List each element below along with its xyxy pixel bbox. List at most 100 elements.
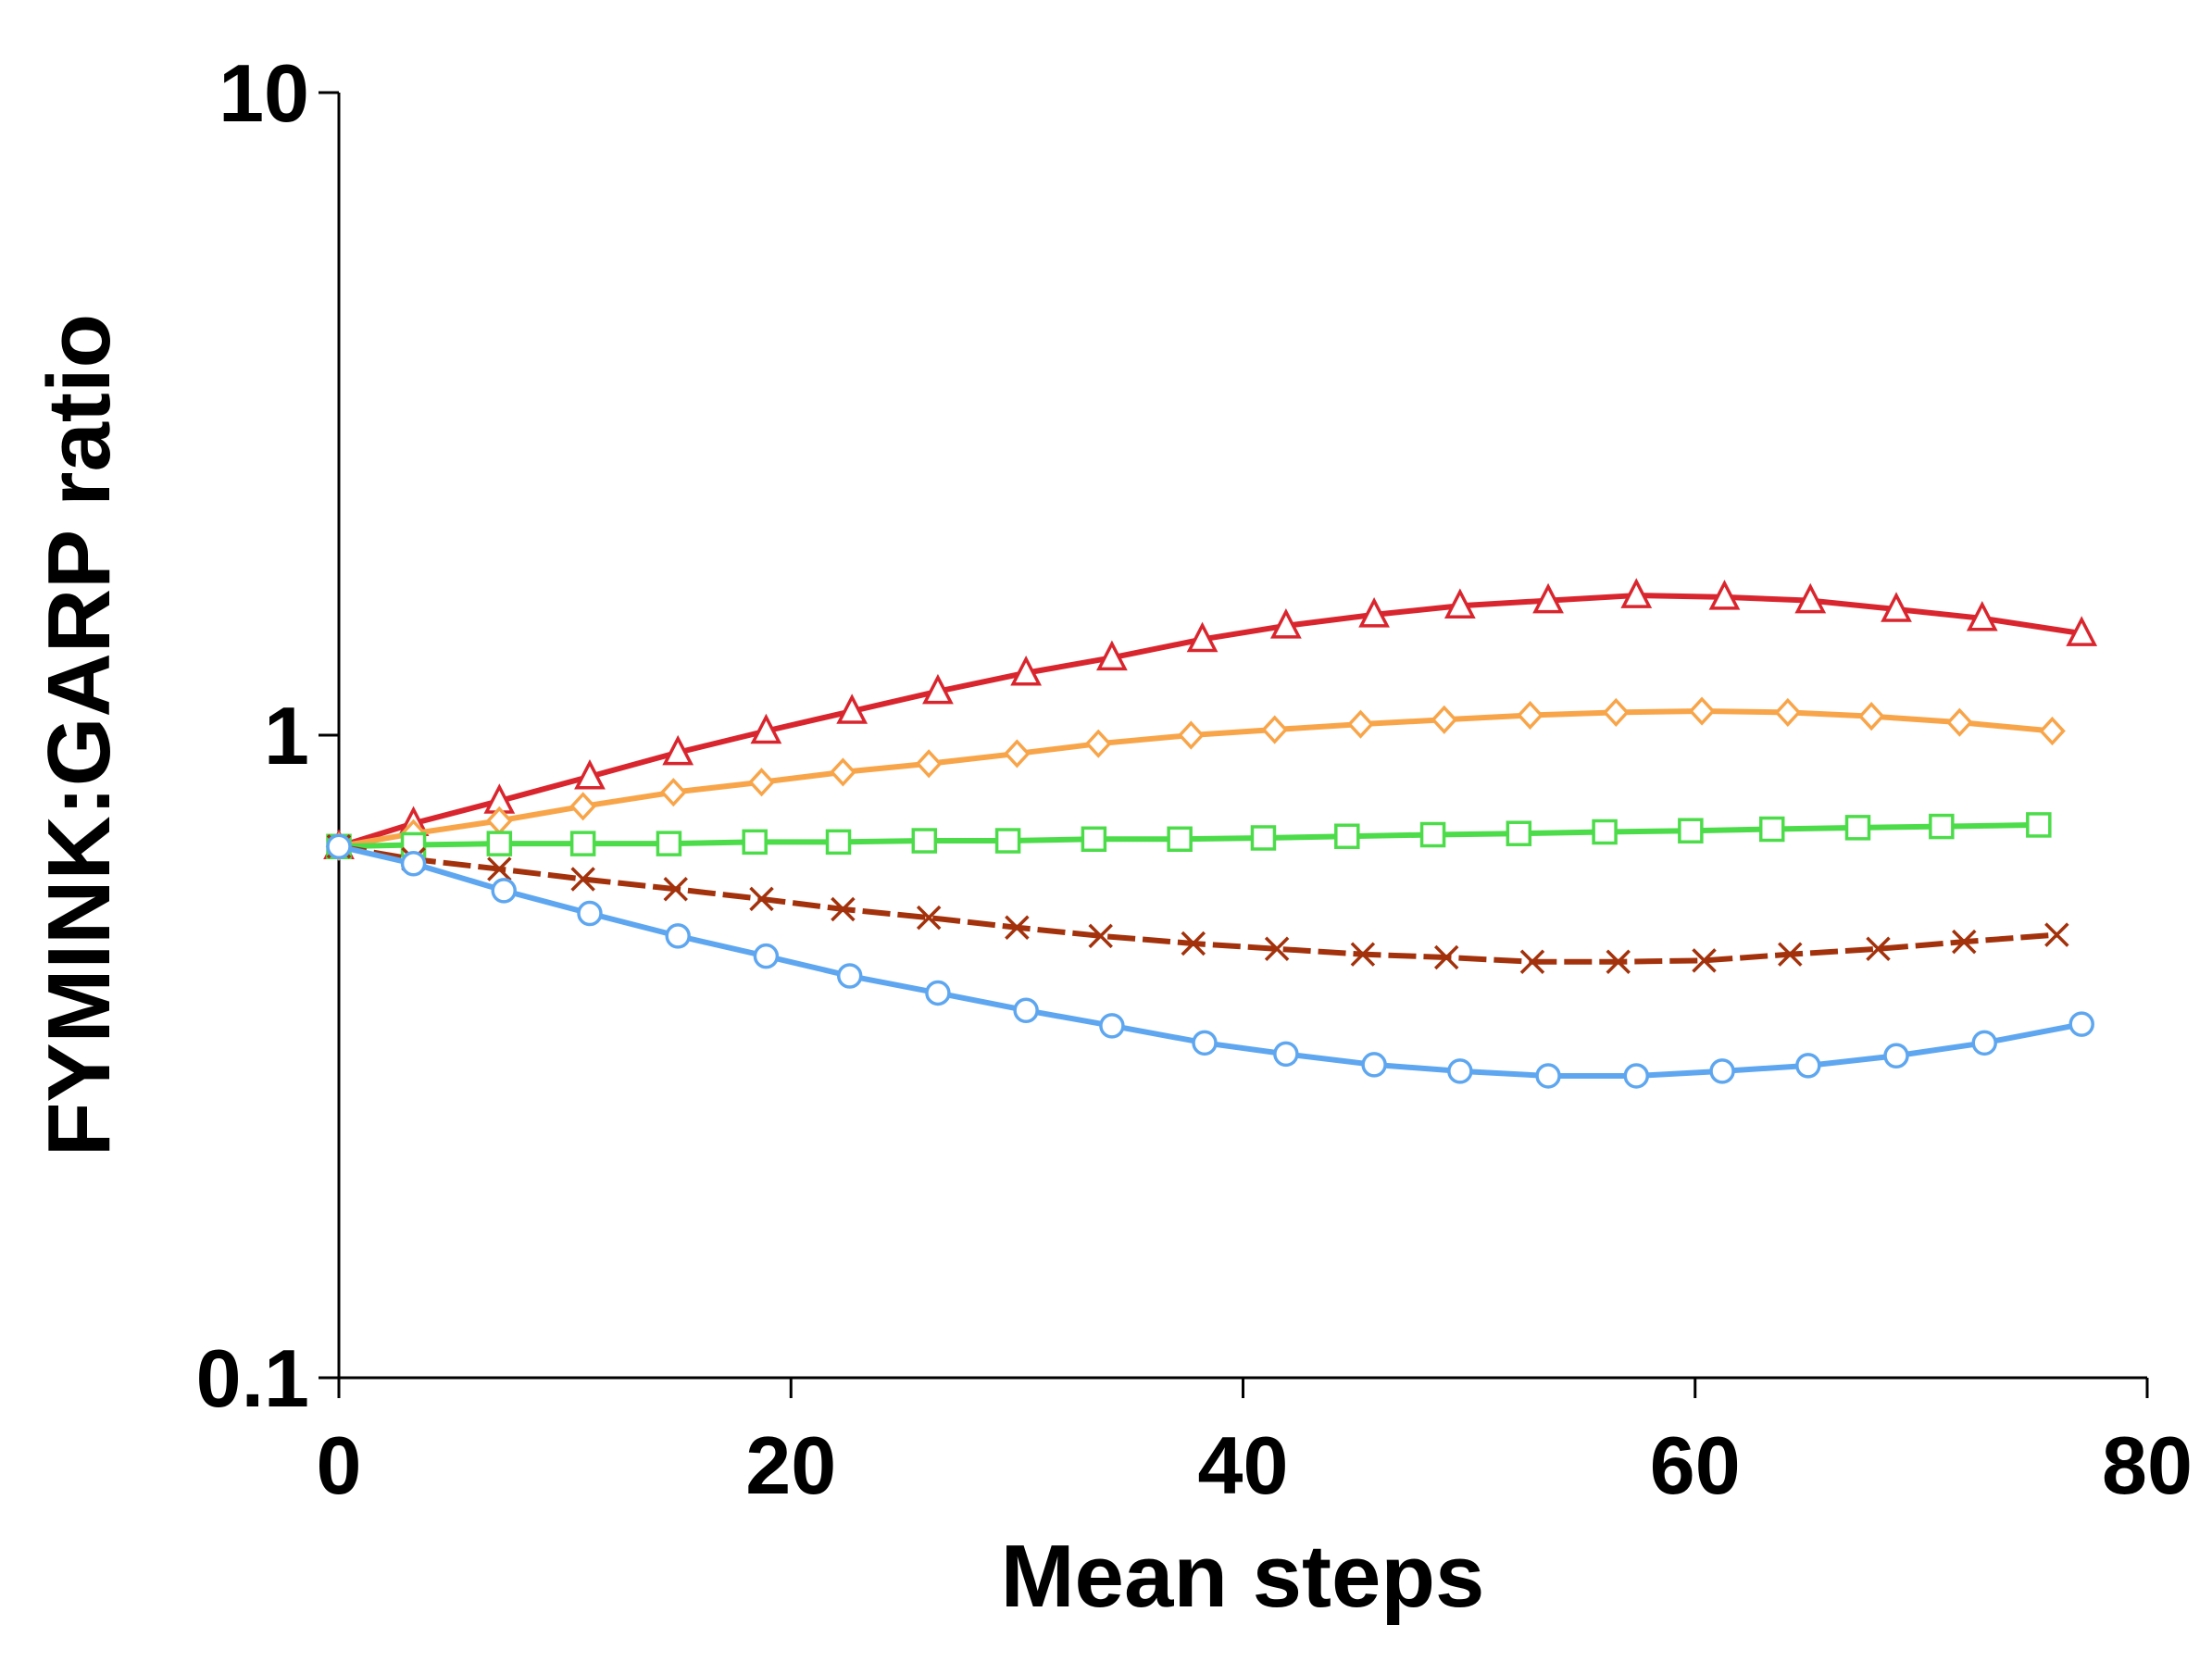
marker	[663, 877, 688, 902]
marker	[1005, 915, 1030, 940]
marker	[1517, 700, 1543, 731]
marker	[925, 980, 951, 1006]
marker	[750, 713, 782, 744]
marker	[1606, 949, 1631, 974]
marker	[753, 943, 780, 969]
y-axis-title: FYMINK:GARP ratio	[30, 314, 129, 1156]
marker	[1866, 936, 1891, 962]
marker	[749, 886, 774, 912]
marker	[400, 851, 427, 877]
marker	[825, 829, 852, 856]
marker	[1084, 729, 1112, 758]
marker	[574, 758, 606, 790]
marker	[1177, 720, 1205, 750]
series-line	[338, 593, 2082, 850]
marker	[742, 829, 768, 856]
y-tick-label: 1	[264, 690, 309, 781]
marker	[1844, 815, 1871, 841]
marker	[1081, 826, 1107, 853]
marker	[1883, 1043, 1909, 1069]
marker	[1186, 621, 1218, 653]
marker	[1692, 948, 1717, 973]
marker	[1778, 942, 1803, 967]
marker	[1419, 821, 1446, 848]
marker	[1261, 715, 1289, 744]
marker	[1013, 997, 1039, 1023]
marker	[577, 900, 603, 927]
marker	[1688, 696, 1716, 726]
marker	[1794, 582, 1827, 614]
x-axis-title: Mean steps	[1001, 1527, 1485, 1626]
marker	[1708, 580, 1741, 610]
marker	[1929, 813, 1955, 840]
marker	[1273, 1041, 1299, 1068]
marker	[1443, 588, 1476, 619]
marker	[1795, 1053, 1821, 1079]
marker	[569, 831, 596, 856]
marker	[911, 828, 938, 854]
marker	[1358, 597, 1390, 628]
marker	[830, 757, 856, 787]
marker	[1774, 697, 1802, 727]
x-tick-label: 40	[1198, 1419, 1289, 1511]
marker	[1535, 1063, 1561, 1089]
marker	[1881, 592, 1912, 622]
marker	[836, 694, 869, 724]
marker	[1264, 936, 1290, 962]
marker	[1431, 705, 1458, 734]
marker	[2026, 812, 2052, 838]
marker	[748, 768, 775, 797]
marker	[1447, 1058, 1473, 1084]
marker	[1709, 1058, 1735, 1084]
marker	[1433, 944, 1459, 970]
marker	[491, 878, 517, 904]
marker	[1759, 816, 1785, 843]
marker	[1250, 825, 1277, 851]
marker	[1350, 942, 1376, 967]
marker	[1592, 819, 1618, 845]
marker	[1945, 707, 1973, 737]
marker	[1857, 702, 1885, 731]
marker	[1334, 823, 1360, 849]
marker	[1952, 929, 1977, 955]
x-tick-label: 0	[317, 1419, 362, 1511]
marker	[1010, 655, 1043, 686]
marker	[2044, 922, 2069, 947]
marker	[1532, 582, 1564, 614]
marker	[1971, 1030, 1997, 1056]
y-tick-label: 10	[219, 47, 309, 139]
marker	[569, 792, 597, 821]
marker	[570, 867, 595, 892]
marker	[915, 749, 943, 779]
marker	[326, 833, 352, 860]
marker	[1088, 923, 1113, 949]
marker	[1519, 949, 1545, 974]
marker	[665, 923, 691, 949]
marker	[1096, 640, 1128, 671]
marker	[1167, 826, 1193, 853]
x-tick-label: 60	[1650, 1419, 1741, 1511]
marker	[486, 831, 513, 856]
marker	[1099, 1013, 1125, 1039]
marker	[1620, 578, 1653, 608]
marker	[1347, 709, 1374, 739]
marker	[2068, 1011, 2094, 1037]
marker	[1181, 931, 1206, 956]
marker	[2066, 616, 2098, 646]
marker	[836, 963, 863, 989]
marker	[1361, 1052, 1387, 1078]
marker	[656, 831, 682, 856]
marker	[1623, 1063, 1650, 1089]
marker	[1270, 608, 1302, 639]
x-tick-label: 80	[2102, 1419, 2193, 1511]
marker	[922, 673, 954, 705]
marker	[487, 856, 512, 881]
marker	[916, 905, 942, 931]
marker	[1506, 820, 1532, 846]
marker	[1966, 600, 1998, 631]
marker	[1678, 818, 1704, 843]
marker	[1003, 739, 1031, 769]
x-tick-label: 20	[745, 1419, 836, 1511]
marker	[1192, 1030, 1218, 1056]
